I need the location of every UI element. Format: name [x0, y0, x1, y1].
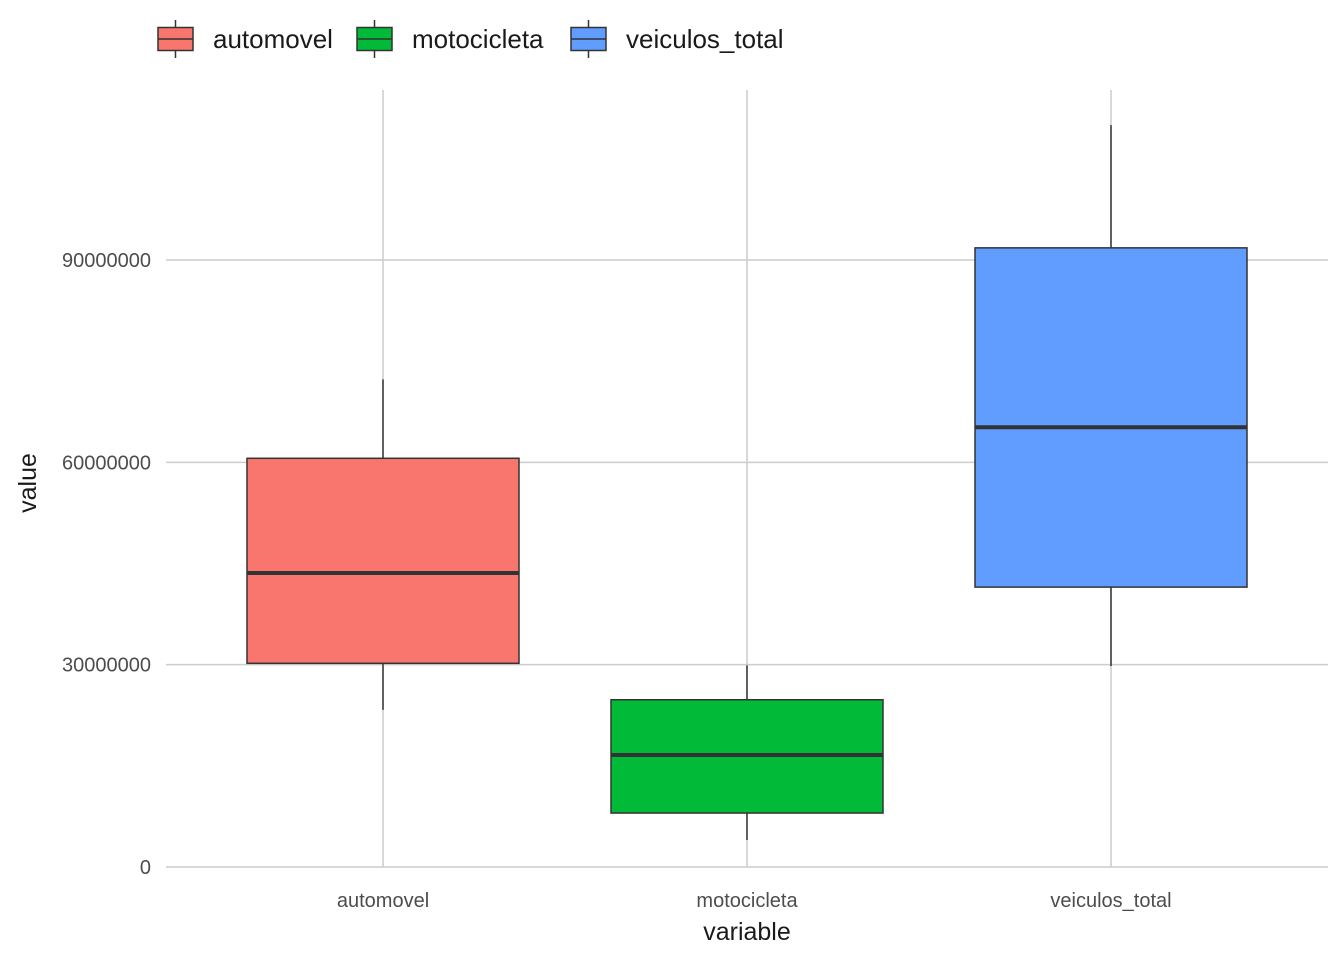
box-automovel: [246, 379, 520, 710]
legend-label: automovel: [213, 24, 333, 54]
box-series: [246, 125, 1248, 841]
legend-item-automovel: automovel: [157, 20, 333, 58]
x-axis-tick-labels: automovel motocicleta veiculos_total: [337, 890, 1172, 912]
x-tick-label: veiculos_total: [1050, 890, 1171, 912]
y-axis-tick-labels: 0 30000000 60000000 90000000: [62, 250, 151, 879]
legend-item-veiculos_total: veiculos_total: [570, 20, 784, 58]
y-tick-label: 0: [140, 857, 151, 879]
y-tick-label: 60000000: [62, 452, 151, 474]
box-iqr: [974, 247, 1248, 588]
legend-label: veiculos_total: [626, 24, 784, 54]
legend: automovel motocicleta veiculos_total: [157, 20, 784, 58]
y-axis-title: value: [14, 453, 42, 513]
box-iqr: [246, 457, 520, 665]
legend-item-motocicleta: motocicleta: [356, 20, 544, 58]
box-motocicleta: [610, 665, 884, 841]
y-tick-label: 90000000: [62, 250, 151, 272]
legend-label: motocicleta: [412, 24, 544, 54]
box-veiculos_total: [974, 125, 1248, 667]
x-tick-label: motocicleta: [696, 890, 798, 912]
y-tick-label: 30000000: [62, 655, 151, 677]
x-tick-label: automovel: [337, 890, 429, 912]
x-axis-title: variable: [703, 918, 791, 946]
